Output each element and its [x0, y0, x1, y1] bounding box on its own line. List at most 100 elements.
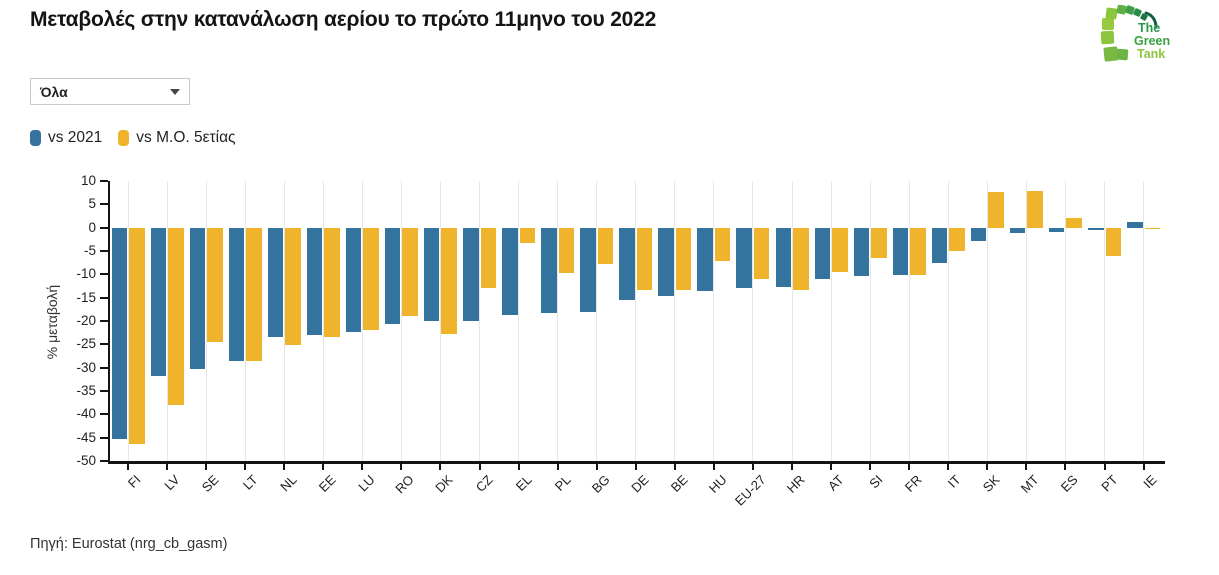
- bar-FI-s0[interactable]: [111, 227, 127, 440]
- bar-HR-s1[interactable]: [793, 227, 809, 290]
- x-tick: [400, 463, 403, 470]
- gridline: [400, 181, 402, 461]
- bar-SK-s1[interactable]: [988, 191, 1004, 228]
- filter-dropdown[interactable]: Όλα: [30, 78, 190, 105]
- bar-DK-s1[interactable]: [441, 227, 457, 334]
- bar-HU-s0[interactable]: [697, 227, 713, 292]
- y-tick: [100, 390, 108, 392]
- bar-EU-27-s1[interactable]: [753, 227, 770, 279]
- logo-text-the: The: [1138, 21, 1160, 35]
- bar-PT-s1[interactable]: [1105, 227, 1121, 257]
- bar-FR-s1[interactable]: [910, 227, 926, 276]
- bar-DE-s1[interactable]: [636, 227, 653, 291]
- bar-MT-s0[interactable]: [1009, 227, 1026, 234]
- gridline: [361, 181, 363, 461]
- bar-DE-s0[interactable]: [619, 227, 635, 301]
- bar-RO-s0[interactable]: [384, 227, 401, 324]
- bar-IT-s0[interactable]: [931, 227, 948, 263]
- gridline: [439, 181, 441, 461]
- bar-FR-s0[interactable]: [892, 227, 909, 275]
- bar-EU-27-s0[interactable]: [736, 227, 752, 288]
- gridline: [674, 181, 676, 461]
- bar-EL-s1[interactable]: [519, 227, 536, 243]
- bar-AT-s0[interactable]: [814, 227, 831, 279]
- y-tick: [100, 320, 108, 322]
- legend-item-vs2021[interactable]: vs 2021: [30, 129, 102, 147]
- bar-LU-s0[interactable]: [345, 227, 362, 333]
- bar-BG-s0[interactable]: [580, 227, 596, 313]
- bar-IE-s1[interactable]: [1144, 227, 1161, 230]
- x-tick: [439, 463, 442, 470]
- gridline: [205, 181, 207, 461]
- bar-LU-s1[interactable]: [363, 227, 379, 330]
- bar-PT-s0[interactable]: [1088, 227, 1104, 231]
- x-axis-line: [108, 461, 1165, 464]
- gridline: [635, 181, 637, 461]
- gridline: [713, 181, 715, 461]
- y-axis-label: 10: [80, 173, 96, 188]
- source-note: Πηγή: Eurostat (nrg_cb_gasm): [30, 536, 228, 552]
- bar-EL-s0[interactable]: [502, 227, 518, 316]
- legend-label: vs Μ.Ο. 5ετίας: [136, 129, 236, 146]
- gridline: [127, 181, 129, 461]
- legend-item-vs5yr[interactable]: vs Μ.Ο. 5ετίας: [118, 129, 236, 147]
- bar-IE-s0[interactable]: [1127, 222, 1143, 228]
- bar-SK-s0[interactable]: [970, 227, 987, 242]
- gridline: [869, 181, 871, 461]
- x-tick: [751, 463, 754, 470]
- gridline: [518, 181, 520, 461]
- bar-PL-s0[interactable]: [541, 227, 557, 314]
- y-axis-label: -15: [76, 289, 96, 305]
- gridline: [752, 181, 754, 461]
- bar-LT-s1[interactable]: [246, 227, 262, 361]
- bar-BE-s0[interactable]: [658, 227, 674, 296]
- bar-IT-s1[interactable]: [949, 227, 965, 251]
- bar-RO-s1[interactable]: [402, 227, 418, 317]
- bar-SE-s1[interactable]: [207, 227, 223, 342]
- logo-text-green: Green: [1134, 34, 1170, 48]
- bar-SE-s0[interactable]: [189, 227, 206, 370]
- gridline: [479, 181, 481, 461]
- bar-BG-s1[interactable]: [597, 227, 614, 265]
- y-axis-label: -30: [76, 359, 96, 375]
- bar-NL-s1[interactable]: [285, 227, 301, 346]
- x-tick: [244, 463, 247, 470]
- x-tick: [283, 463, 286, 470]
- logo-arc-squares: [1100, 5, 1158, 62]
- bar-ES-s0[interactable]: [1048, 227, 1065, 232]
- bar-LV-s1[interactable]: [168, 227, 184, 406]
- gridline: [557, 181, 559, 461]
- x-tick: [478, 463, 481, 470]
- bar-SI-s1[interactable]: [871, 227, 887, 258]
- bar-HU-s1[interactable]: [714, 227, 731, 262]
- bar-CZ-s1[interactable]: [480, 227, 497, 288]
- gridline: [830, 181, 832, 461]
- x-tick: [205, 463, 208, 470]
- x-tick: [791, 463, 794, 470]
- bar-EE-s0[interactable]: [306, 227, 323, 336]
- green-tank-logo: The Green Tank: [1100, 5, 1170, 62]
- bar-MT-s1[interactable]: [1027, 190, 1043, 228]
- x-tick: [869, 463, 872, 470]
- legend-swatch: [118, 130, 130, 146]
- bar-DK-s0[interactable]: [423, 227, 440, 322]
- y-tick: [100, 413, 108, 416]
- bar-LT-s0[interactable]: [228, 227, 245, 362]
- bar-EE-s1[interactable]: [324, 227, 340, 338]
- gridline: [947, 181, 949, 461]
- bar-BE-s1[interactable]: [675, 227, 692, 291]
- bar-HR-s0[interactable]: [775, 227, 792, 288]
- bar-NL-s0[interactable]: [267, 227, 284, 337]
- bar-ES-s1[interactable]: [1066, 218, 1082, 228]
- x-tick: [166, 463, 169, 470]
- bar-SI-s0[interactable]: [853, 227, 870, 277]
- bar-FI-s1[interactable]: [129, 227, 145, 444]
- legend-label: vs 2021: [48, 129, 103, 146]
- bar-AT-s1[interactable]: [832, 227, 848, 272]
- x-tick: [361, 463, 364, 470]
- bar-CZ-s0[interactable]: [463, 227, 479, 321]
- bar-LV-s0[interactable]: [150, 227, 167, 376]
- y-axis-label: -10: [76, 266, 96, 282]
- bar-PL-s1[interactable]: [558, 227, 575, 273]
